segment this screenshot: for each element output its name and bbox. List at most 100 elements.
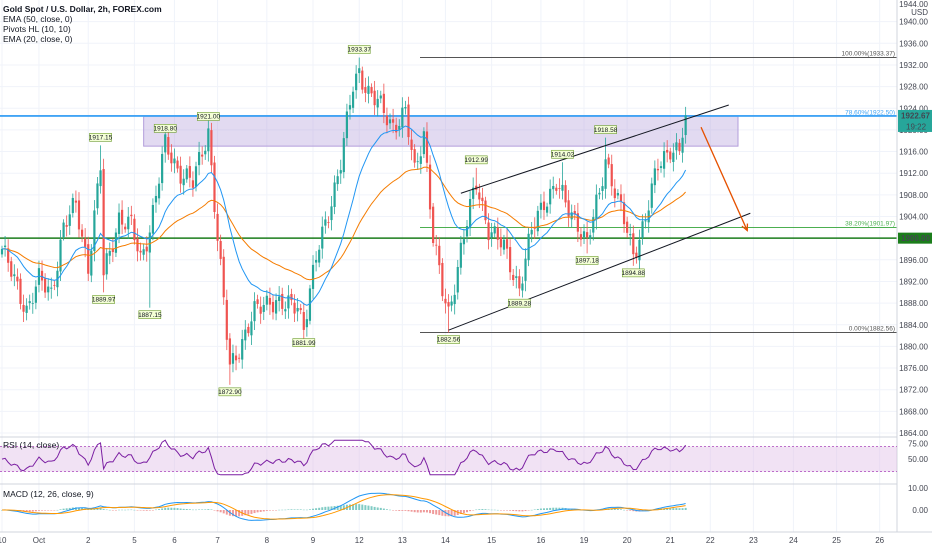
candle (358, 57, 361, 83)
fib-level-label: 38.20%(1901.97) (845, 220, 895, 227)
price-tick: 1908.00 (899, 191, 928, 200)
candle-body (388, 119, 392, 124)
macd-bar (530, 509, 533, 511)
candle (481, 187, 484, 211)
candle (619, 184, 623, 212)
pivot-label-text: 1933.37 (347, 47, 371, 54)
macd-bar (44, 510, 47, 511)
candle (505, 229, 509, 259)
candle (379, 90, 382, 104)
macd-bar (167, 507, 170, 510)
candle-body (459, 242, 462, 268)
candle-body (238, 357, 241, 359)
candle (536, 205, 539, 237)
candle (589, 229, 592, 245)
candle (342, 131, 345, 179)
macd-tick: 10.00 (908, 484, 929, 493)
pivot-label: 1918.58 (594, 125, 618, 134)
macd-bar (339, 505, 342, 510)
macd-bar (389, 509, 392, 511)
candle (40, 260, 44, 291)
macd-bar (130, 509, 133, 511)
rsi-legend[interactable]: RSI (14, close) (3, 440, 60, 450)
candle (74, 190, 78, 213)
candle-body (653, 168, 656, 186)
candle-body (638, 239, 641, 261)
macd-bar (191, 509, 194, 511)
candle (530, 221, 533, 243)
macd-bar (68, 507, 71, 510)
macd-bar (53, 510, 56, 511)
pivot-label-box (153, 124, 177, 133)
symbol-title[interactable]: Gold Spot / U.S. Dollar, 2h, FOREX.com (3, 4, 162, 14)
candle-body (219, 240, 222, 259)
macd-bar (176, 508, 179, 510)
macd-bar (462, 510, 465, 514)
candle-body (34, 286, 37, 303)
candle-body (413, 149, 416, 163)
macd-bar (268, 510, 271, 511)
candle-body (561, 184, 564, 191)
macd-bar (99, 507, 102, 510)
macd-bar (549, 507, 552, 510)
price-tick: 1876.00 (899, 364, 928, 373)
candle (219, 234, 222, 266)
channel-lower-line (448, 212, 751, 331)
candle-body (416, 161, 419, 163)
macd-bar (195, 509, 198, 511)
macd-legend[interactable]: MACD (12, 26, close, 9) (3, 489, 94, 499)
candle-body (545, 206, 549, 213)
candle (413, 144, 416, 168)
candle (87, 236, 90, 282)
price-tick: 1884.00 (899, 321, 928, 330)
candle-body (564, 185, 567, 203)
candle (512, 268, 515, 286)
macd-bar (681, 508, 684, 510)
macd-bar (484, 509, 487, 510)
macd-bar (201, 509, 204, 510)
candle (271, 294, 275, 320)
candle-body (610, 164, 613, 187)
candle-body (573, 210, 576, 215)
candle-body (188, 166, 191, 178)
price-tick: 1912.00 (899, 169, 928, 178)
candle-body (315, 259, 318, 263)
pivot-label-box (138, 310, 162, 320)
candle-body (179, 165, 182, 184)
candle-body (127, 216, 130, 230)
indicator-ema20[interactable]: EMA (20, close, 0) (3, 34, 73, 44)
macd-bar (161, 508, 164, 510)
candle-body (484, 200, 487, 221)
macd-bar (170, 507, 173, 510)
candle-body (586, 232, 589, 238)
indicator-ema50[interactable]: EMA (50, close, 0) (3, 14, 73, 24)
macd-bar (124, 509, 127, 511)
candle (416, 152, 419, 170)
macd-bar (515, 510, 518, 512)
macd-bar (619, 509, 622, 510)
candle (465, 220, 469, 243)
macd-bar (231, 510, 234, 517)
macd-bar (65, 508, 68, 510)
candle (613, 179, 616, 208)
macd-bar (487, 509, 490, 511)
candle-body (444, 298, 447, 304)
candle (284, 301, 287, 320)
time-tick: 24 (789, 536, 798, 545)
candle (641, 214, 644, 245)
pivot-label-box (621, 268, 645, 278)
candle (370, 83, 373, 97)
candle-body (650, 183, 653, 208)
candle (124, 223, 127, 233)
macd-bar (524, 510, 527, 512)
candle (653, 160, 656, 194)
macd-bar (56, 509, 59, 511)
macd-bar (299, 509, 302, 510)
candle (576, 202, 579, 243)
candle (558, 178, 561, 199)
indicator-pivots[interactable]: Pivots HL (10, 10) (3, 24, 71, 34)
candle (425, 122, 429, 173)
candle-body (499, 237, 502, 248)
macd-bar (111, 510, 114, 511)
